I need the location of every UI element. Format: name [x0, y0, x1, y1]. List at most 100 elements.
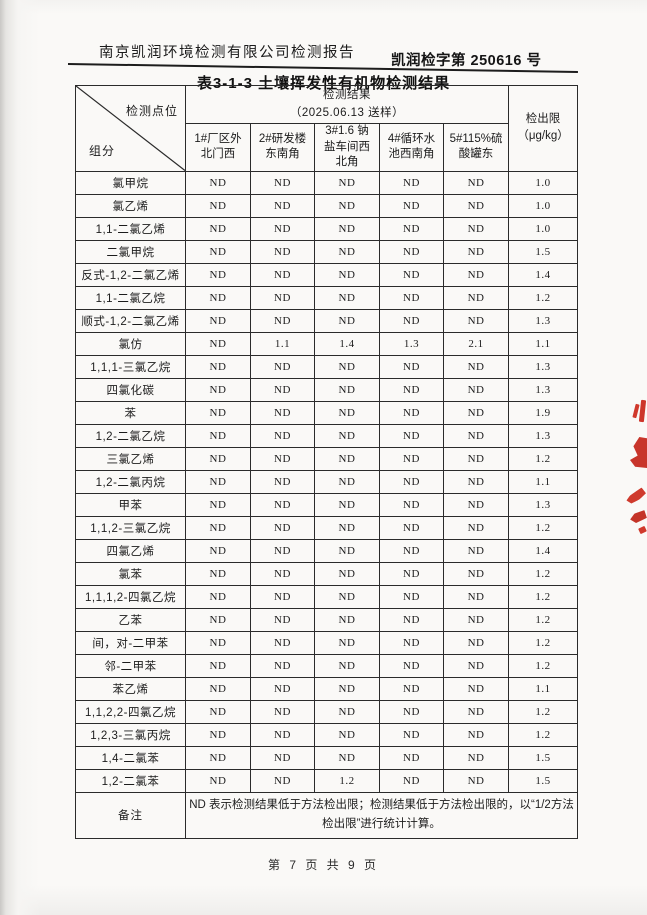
result-value-site-2: ND — [250, 216, 315, 241]
results-table: 检测点位 组分 检测结果 （2025.06.13 送样） 检出限 （μg/kg）… — [75, 85, 579, 839]
result-value-site-5: ND — [442, 699, 510, 724]
result-value-site-1: ND — [185, 515, 251, 540]
result-value-site-4: ND — [379, 630, 444, 655]
result-value-site-3: ND — [314, 377, 380, 402]
result-value-site-4: ND — [379, 699, 444, 724]
result-value-site-2: ND — [250, 354, 315, 379]
compound-name: 1,1,1,2-四氯乙烷 — [75, 584, 186, 609]
table-row: 1,1-二氯乙烷 ND ND ND ND ND 1.2 — [75, 285, 579, 310]
result-value-site-5: 2.1 — [442, 331, 510, 356]
corner-label-point: 检测点位 — [125, 104, 178, 118]
compound-name: 二氯甲烷 — [75, 239, 186, 264]
site-column-header-3: 3#1.6 钠 盐车间西 北角 — [314, 123, 380, 172]
result-value-site-2: ND — [250, 584, 315, 609]
result-value-site-2: ND — [250, 768, 315, 793]
result-value-site-5: ND — [442, 446, 510, 471]
result-value-site-1: ND — [185, 492, 251, 517]
result-value-site-5: ND — [442, 469, 510, 494]
table-row: 1,2-二氯苯 ND ND 1.2 ND ND 1.5 — [75, 768, 579, 793]
red-seal-fragment-top — [638, 399, 647, 423]
result-value-site-5: ND — [442, 492, 510, 517]
result-value-site-1: ND — [185, 653, 251, 678]
table-row: 四氯乙烯 ND ND ND ND ND 1.4 — [75, 538, 579, 563]
result-value-site-3: ND — [314, 446, 380, 471]
detection-limit: 1.2 — [508, 584, 579, 609]
result-value-site-5: ND — [442, 768, 510, 793]
result-value-site-1: ND — [185, 331, 251, 356]
result-value-site-2: ND — [250, 676, 315, 701]
table-row: 三氯乙烯 ND ND ND ND ND 1.2 — [75, 446, 579, 471]
compound-name: 四氯化碳 — [75, 377, 186, 402]
result-value-site-3: ND — [314, 239, 380, 264]
result-value-site-1: ND — [185, 699, 251, 724]
detection-limit: 1.5 — [508, 745, 579, 770]
result-value-site-3: 1.4 — [314, 331, 380, 356]
result-value-site-1: ND — [185, 561, 251, 586]
result-header-line2: （2025.06.13 送样） — [289, 106, 405, 119]
result-value-site-2: 1.1 — [250, 331, 315, 356]
table-row: 1,1,2-三氯乙烷 ND ND ND ND ND 1.2 — [75, 515, 579, 540]
result-value-site-2: ND — [250, 170, 315, 195]
result-value-site-3: ND — [314, 400, 380, 425]
result-value-site-2: ND — [250, 308, 315, 333]
table-row: 1,1-二氯乙烯 ND ND ND ND ND 1.0 — [75, 216, 579, 241]
note-row: 备注 ND 表示检测结果低于方法检出限；检测结果低于方法检出限的，以“1/2方法… — [75, 791, 579, 839]
result-value-site-3: ND — [314, 630, 380, 655]
corner-header-cell: 检测点位 组分 — [75, 85, 186, 172]
site-header-row: 1#厂区外 北门西 2#研发楼 东南角 3#1.6 钠 盐车间西 北角 4#循环水 池… — [76, 123, 578, 172]
detection-limit: 1.0 — [508, 170, 579, 195]
detection-limit: 1.1 — [508, 469, 579, 494]
result-value-site-5: ND — [442, 561, 510, 586]
result-header-cell: 检测结果 （2025.06.13 送样） — [184, 85, 510, 124]
compound-name: 1,1,2-三氯乙烷 — [75, 515, 186, 540]
result-value-site-5: ND — [442, 584, 510, 609]
red-seal-fragment-bottom — [638, 525, 647, 535]
result-value-site-3: ND — [314, 515, 380, 540]
compound-name: 苯乙烯 — [75, 676, 186, 701]
result-value-site-5: ND — [442, 538, 510, 563]
note-text: ND 表示检测结果低于方法检出限；检测结果低于方法检出限的，以“1/2方法检出限… — [184, 791, 579, 839]
result-value-site-4: 1.3 — [379, 331, 444, 356]
detection-limit: 1.2 — [508, 722, 579, 747]
detection-limit: 1.2 — [508, 515, 579, 540]
detection-limit: 1.0 — [508, 216, 579, 241]
compound-name: 乙苯 — [75, 607, 186, 632]
diagonal-divider — [76, 86, 185, 171]
detection-limit: 1.3 — [508, 423, 579, 448]
compound-name: 顺式-1,2-二氯乙烯 — [75, 308, 186, 333]
table-row: 1,4-二氯苯 ND ND ND ND ND 1.5 — [75, 745, 579, 770]
compound-name: 间，对-二甲苯 — [75, 630, 186, 655]
detection-limit: 1.2 — [508, 630, 579, 655]
result-value-site-5: ND — [442, 607, 510, 632]
result-value-site-3: ND — [314, 561, 380, 586]
site-column-header-1: 1#厂区外 北门西 — [185, 123, 251, 172]
result-value-site-5: ND — [442, 308, 510, 333]
result-value-site-4: ND — [379, 354, 444, 379]
table-row: 1,2-二氯乙烷 ND ND ND ND ND 1.3 — [75, 423, 579, 448]
result-value-site-4: ND — [379, 446, 444, 471]
table-row: 间，对-二甲苯 ND ND ND ND ND 1.2 — [75, 630, 579, 655]
result-value-site-3: ND — [314, 193, 380, 218]
result-value-site-2: ND — [250, 653, 315, 678]
result-value-site-4: ND — [379, 193, 444, 218]
result-value-site-4: ND — [379, 423, 444, 448]
result-value-site-4: ND — [379, 239, 444, 264]
result-value-site-4: ND — [379, 308, 444, 333]
result-value-site-3: ND — [314, 722, 380, 747]
limit-header-cell: 检出限 （μg/kg） — [508, 85, 579, 172]
result-value-site-1: ND — [185, 170, 251, 195]
result-value-site-1: ND — [185, 239, 251, 264]
result-value-site-4: ND — [379, 768, 444, 793]
table-row: 四氯化碳 ND ND ND ND ND 1.3 — [75, 377, 579, 402]
compound-name: 1,1,2,2-四氯乙烷 — [75, 699, 186, 724]
compound-name: 1,1-二氯乙烯 — [75, 216, 186, 241]
detection-limit: 1.3 — [508, 377, 579, 402]
detection-limit: 1.2 — [508, 607, 579, 632]
result-value-site-5: ND — [442, 722, 510, 747]
table-row: 1,1,1,2-四氯乙烷 ND ND ND ND ND 1.2 — [75, 584, 579, 609]
compound-name: 甲苯 — [75, 492, 186, 517]
result-value-site-5: ND — [442, 653, 510, 678]
result-value-site-4: ND — [379, 285, 444, 310]
result-value-site-3: 1.2 — [314, 768, 380, 793]
